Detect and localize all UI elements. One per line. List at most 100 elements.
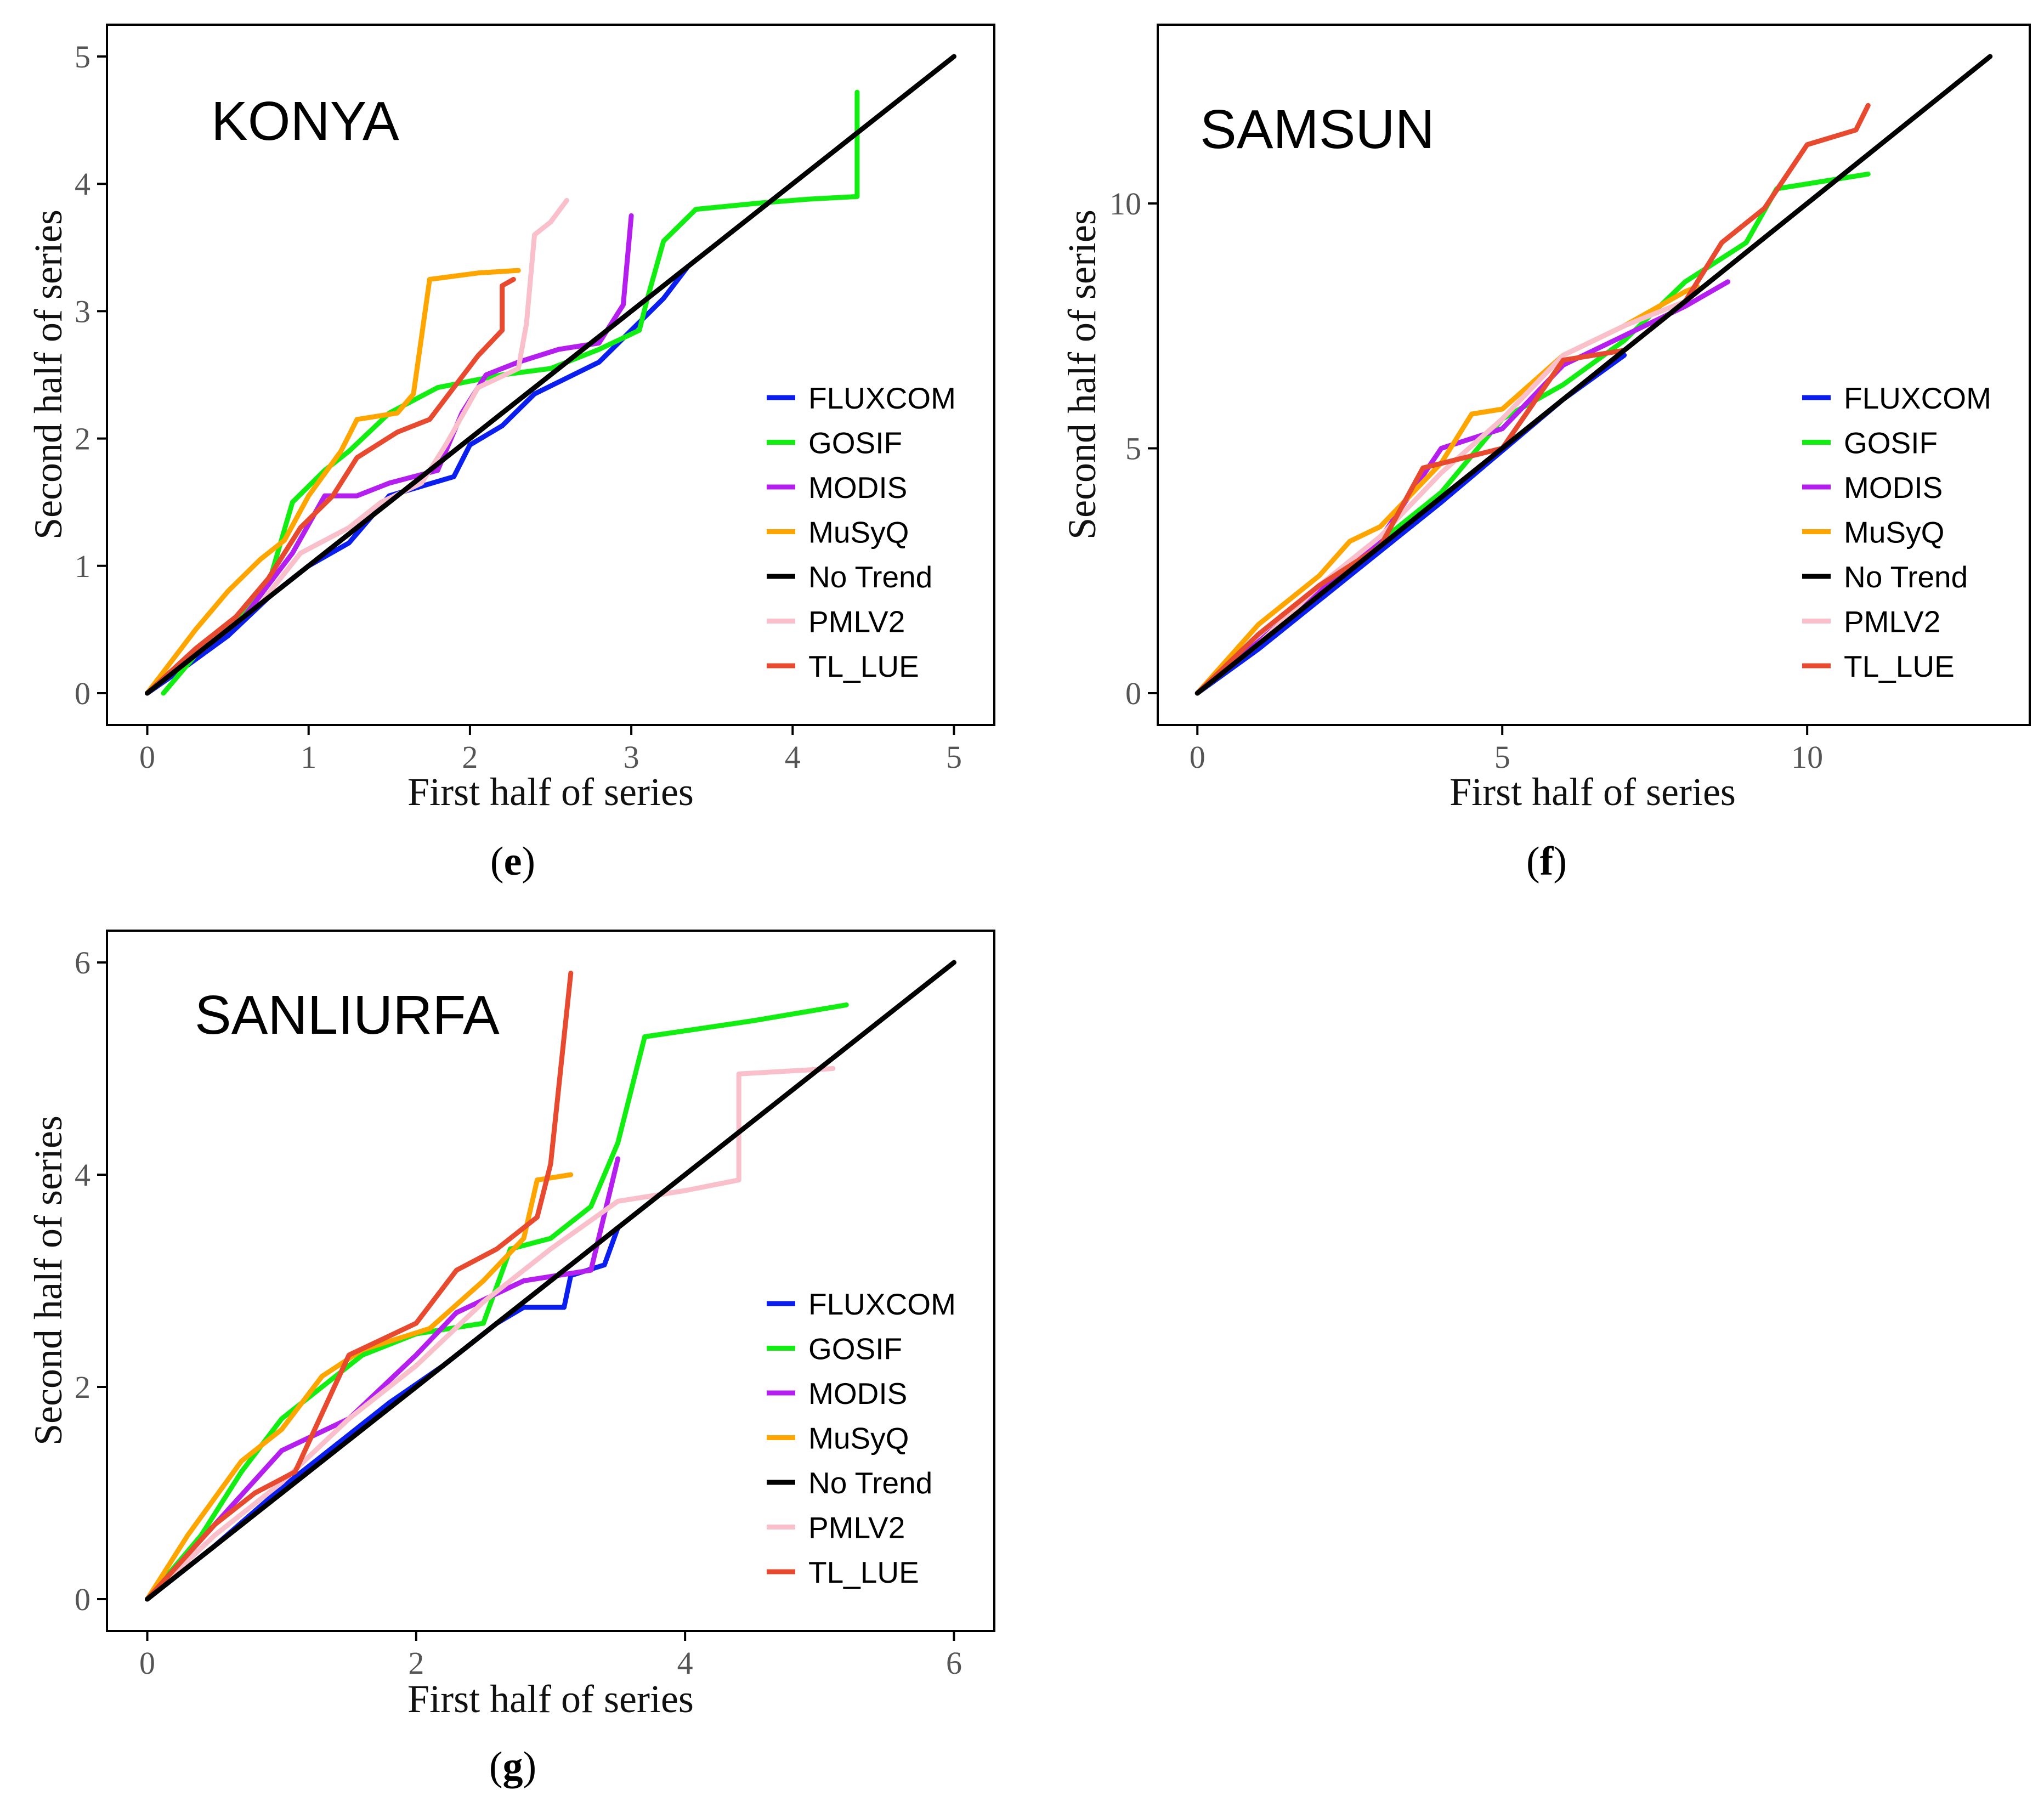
legend-item-tl-lue: TL_LUE — [767, 649, 919, 683]
legend-label: TL_LUE — [808, 1555, 919, 1589]
legend-label: No Trend — [808, 1466, 932, 1500]
legend-item-fluxcom: FLUXCOM — [767, 381, 956, 415]
y-tick-label: 0 — [75, 1582, 90, 1617]
y-tick-label: 5 — [1125, 430, 1141, 466]
legend-item-pmlv2: PMLV2 — [767, 605, 905, 639]
y-tick-label: 6 — [75, 945, 90, 981]
series-line-gosif — [145, 1002, 849, 1602]
legend-label: MODIS — [808, 471, 907, 505]
x-tick-label: 2 — [462, 739, 478, 775]
legend-label: GOSIF — [808, 1332, 902, 1366]
series-layer — [145, 54, 956, 696]
series-line-tl-lue — [145, 970, 574, 1602]
legend-label: FLUXCOM — [808, 1287, 956, 1321]
legend-label: TL_LUE — [808, 649, 919, 683]
x-axis-label: First half of series — [1450, 770, 1736, 814]
legend-label: FLUXCOM — [1844, 381, 1991, 415]
legend: FLUXCOM GOSIF MODIS MuSyQ No Trend PMLV2 TL_LU… — [767, 1287, 956, 1589]
series-line-no-trend — [1194, 54, 1993, 696]
x-tick-label: 0 — [139, 739, 155, 775]
legend-label: MuSyQ — [808, 516, 909, 550]
x-axis-label: First half of series — [407, 1677, 694, 1721]
chart-title: SAMSUN — [1200, 99, 1435, 160]
legend: FLUXCOM GOSIF MODIS MuSyQ No Trend PMLV2 TL_LU… — [1802, 381, 1991, 683]
panel-caption: (f) — [1526, 839, 1567, 884]
legend-item-modis: MODIS — [767, 471, 907, 505]
legend-label: MODIS — [808, 1377, 907, 1411]
y-axis-label: Second half of series — [26, 209, 70, 540]
series-line-no-trend — [145, 960, 956, 1602]
legend-item-gosif: GOSIF — [767, 1332, 902, 1366]
series-line-pmlv2 — [145, 1066, 836, 1602]
caption-letter: f — [1540, 839, 1554, 884]
legend-item-fluxcom: FLUXCOM — [1802, 381, 1991, 415]
legend-item-pmlv2: PMLV2 — [1802, 605, 1940, 639]
legend-item-gosif: GOSIF — [1802, 426, 1938, 460]
legend-item-gosif: GOSIF — [767, 426, 902, 460]
series-line-pmlv2 — [145, 197, 569, 696]
x-tick-label: 2 — [408, 1645, 424, 1681]
legend-item-no-trend: No Trend — [1802, 560, 1968, 594]
x-tick-label: 0 — [139, 1645, 155, 1681]
caption-paren-open: ( — [490, 839, 504, 884]
y-tick-label: 0 — [1125, 676, 1141, 711]
series-line-tl-lue — [145, 276, 516, 696]
legend-label: No Trend — [808, 560, 932, 594]
legend-item-no-trend: No Trend — [767, 1466, 932, 1500]
caption-paren-close: ) — [522, 839, 535, 884]
series-line-no-trend — [145, 54, 956, 696]
x-tick-label: 3 — [624, 739, 639, 775]
legend: FLUXCOM GOSIF MODIS MuSyQ No Trend PMLV2 TL_LU… — [767, 381, 956, 683]
caption-letter: g — [503, 1744, 523, 1789]
legend-item-pmlv2: PMLV2 — [767, 1511, 905, 1545]
panel-caption: (g) — [489, 1744, 536, 1789]
legend-item-modis: MODIS — [1802, 471, 1943, 505]
y-tick-label: 0 — [75, 676, 90, 711]
y-tick-label: 10 — [1109, 186, 1141, 222]
panel-samsun: 0 5 10 0 5 10 SAMSUN First half of series Sec… — [1060, 24, 2031, 884]
legend-label: FLUXCOM — [808, 381, 956, 415]
legend-label: MuSyQ — [1844, 516, 1944, 550]
legend-label: GOSIF — [808, 426, 902, 460]
legend-item-fluxcom: FLUXCOM — [767, 1287, 956, 1321]
legend-label: PMLV2 — [808, 1511, 905, 1545]
y-axis-label: Second half of series — [26, 1115, 70, 1446]
legend-item-musyq: MuSyQ — [1802, 516, 1944, 550]
series-line-modis — [145, 1156, 621, 1602]
ticks-layer: 0 5 10 0 5 10 — [1109, 186, 1823, 775]
y-tick-label: 2 — [75, 421, 90, 457]
chart-title: SANLIURFA — [195, 984, 500, 1046]
legend-label: No Trend — [1844, 560, 1968, 594]
legend-label: PMLV2 — [808, 605, 905, 639]
x-tick-label: 5 — [946, 739, 962, 775]
chart-title: KONYA — [211, 90, 399, 152]
ticks-layer: 0 2 4 6 0 2 4 6 — [75, 945, 962, 1681]
legend-item-tl-lue: TL_LUE — [767, 1555, 919, 1589]
series-line-tl-lue — [1194, 103, 1871, 696]
panel-caption: (e) — [490, 839, 535, 884]
caption-paren-close: ) — [1553, 839, 1567, 884]
y-tick-label: 3 — [75, 293, 90, 329]
y-tick-label: 5 — [75, 39, 90, 75]
x-tick-label: 4 — [677, 1645, 693, 1681]
x-tick-label: 1 — [301, 739, 316, 775]
y-axis-label: Second half of series — [1060, 209, 1104, 540]
x-tick-label: 4 — [785, 739, 801, 775]
legend-item-no-trend: No Trend — [767, 560, 932, 594]
legend-label: MODIS — [1844, 471, 1943, 505]
legend-item-modis: MODIS — [767, 1377, 907, 1411]
y-tick-label: 1 — [75, 548, 90, 584]
ticks-layer: 0 1 2 3 4 5 0 1 2 3 4 5 — [75, 39, 962, 775]
caption-paren-close: ) — [523, 1744, 537, 1789]
series-line-musyq — [145, 268, 521, 696]
y-tick-label: 4 — [75, 1157, 90, 1193]
legend-item-tl-lue: TL_LUE — [1802, 649, 1955, 683]
caption-letter: e — [504, 839, 522, 884]
legend-label: TL_LUE — [1844, 649, 1955, 683]
x-axis-label: First half of series — [407, 770, 694, 814]
x-tick-label: 5 — [1494, 739, 1510, 775]
legend-label: MuSyQ — [808, 1421, 909, 1455]
x-tick-label: 10 — [1791, 739, 1823, 775]
